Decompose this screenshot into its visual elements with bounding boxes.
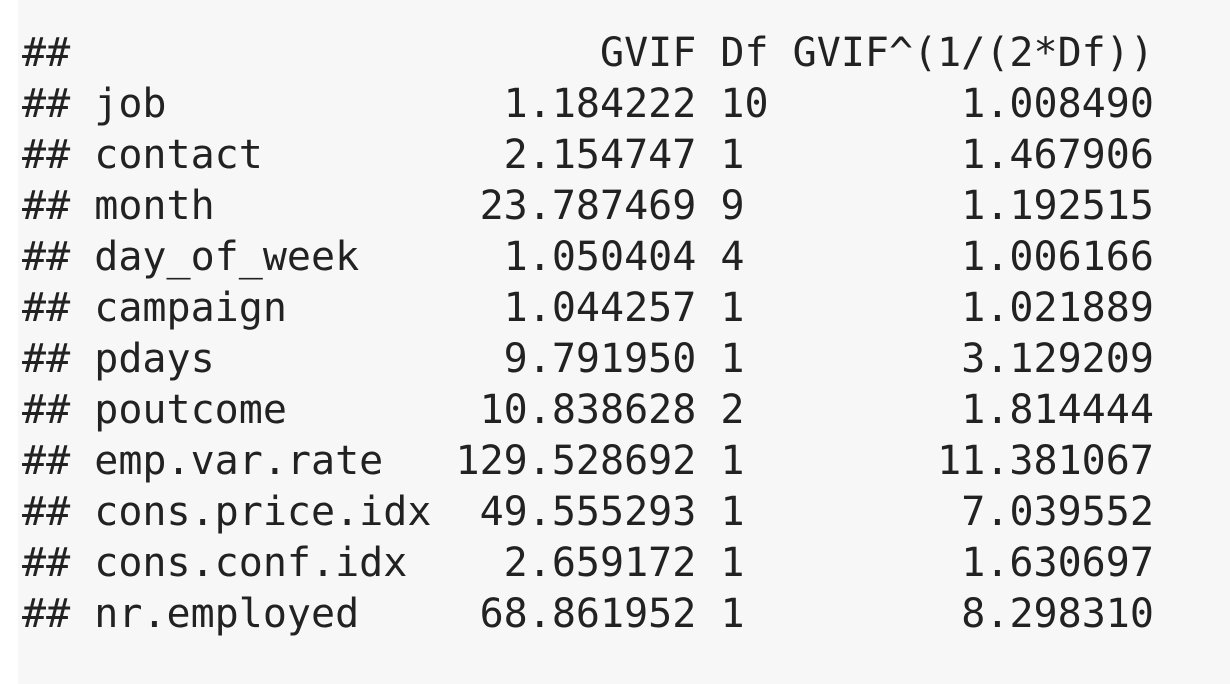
comment-prefix: ## bbox=[22, 132, 71, 178]
row-df-value: 10 bbox=[720, 81, 769, 127]
row-df-value: 9 bbox=[720, 183, 745, 229]
comment-prefix: ## bbox=[22, 183, 71, 229]
table-row: ## poutcome 10.838628 2 1.814444 bbox=[22, 385, 1154, 436]
comment-prefix: ## bbox=[22, 387, 71, 433]
table-row: ## job 1.184222 10 1.008490 bbox=[22, 79, 1154, 130]
row-variable-name: day_of_week bbox=[94, 234, 360, 280]
comment-prefix: ## bbox=[22, 234, 71, 280]
row-variable-name: poutcome bbox=[94, 387, 287, 433]
row-gvif-value: 2.154747 bbox=[503, 132, 697, 178]
row-gvif-value: 1.044257 bbox=[503, 285, 697, 331]
row-gvif-adjusted-value: 3.129209 bbox=[961, 336, 1154, 382]
comment-prefix: ## bbox=[22, 540, 71, 586]
row-variable-name: campaign bbox=[94, 285, 287, 331]
r-output-block: ## GVIF Df GVIF^(1/(2*Df)) ## job 1.18422… bbox=[18, 0, 1230, 684]
row-gvif-adjusted-value: 1.192515 bbox=[961, 183, 1154, 229]
table-row: ## nr.employed 68.861952 1 8.298310 bbox=[22, 589, 1154, 640]
table-row: ## campaign 1.044257 1 1.021889 bbox=[22, 283, 1154, 334]
row-df-value: 1 bbox=[720, 336, 745, 382]
table-row: ## month 23.787469 9 1.192515 bbox=[22, 181, 1154, 232]
row-gvif-value: 49.555293 bbox=[479, 489, 697, 535]
table-row: ## cons.conf.idx 2.659172 1 1.630697 bbox=[22, 538, 1154, 589]
row-df-value: 1 bbox=[720, 438, 745, 484]
row-gvif-value: 68.861952 bbox=[479, 591, 697, 637]
comment-prefix: ## bbox=[22, 285, 71, 331]
comment-prefix: ## bbox=[22, 30, 71, 76]
row-df-value: 2 bbox=[720, 387, 745, 433]
row-df-value: 1 bbox=[720, 132, 745, 178]
vif-table-output: ## GVIF Df GVIF^(1/(2*Df)) ## job 1.18422… bbox=[22, 28, 1154, 640]
row-gvif-value: 1.184222 bbox=[503, 81, 697, 127]
row-df-value: 1 bbox=[720, 540, 745, 586]
row-gvif-adjusted-value: 7.039552 bbox=[961, 489, 1154, 535]
table-row: ## contact 2.154747 1 1.467906 bbox=[22, 130, 1154, 181]
row-gvif-adjusted-value: 1.021889 bbox=[961, 285, 1154, 331]
row-variable-name: contact bbox=[94, 132, 263, 178]
column-header-df: Df bbox=[720, 30, 769, 76]
row-df-value: 1 bbox=[720, 489, 745, 535]
row-gvif-value: 9.791950 bbox=[503, 336, 697, 382]
row-gvif-adjusted-value: 1.008490 bbox=[961, 81, 1154, 127]
comment-prefix: ## bbox=[22, 489, 71, 535]
row-gvif-adjusted-value: 1.814444 bbox=[961, 387, 1154, 433]
row-variable-name: cons.conf.idx bbox=[94, 540, 408, 586]
row-gvif-adjusted-value: 11.381067 bbox=[937, 438, 1154, 484]
comment-prefix: ## bbox=[22, 591, 71, 637]
table-row: ## day_of_week 1.050404 4 1.006166 bbox=[22, 232, 1154, 283]
row-df-value: 4 bbox=[720, 234, 745, 280]
table-row: ## emp.var.rate 129.528692 1 11.381067 bbox=[22, 436, 1154, 487]
table-row: ## cons.price.idx 49.555293 1 7.039552 bbox=[22, 487, 1154, 538]
table-row: ## pdays 9.791950 1 3.129209 bbox=[22, 334, 1154, 385]
row-gvif-value: 23.787469 bbox=[479, 183, 697, 229]
row-gvif-adjusted-value: 1.467906 bbox=[961, 132, 1154, 178]
row-gvif-value: 1.050404 bbox=[503, 234, 697, 280]
column-header-gvif-adjusted: GVIF^(1/(2*Df)) bbox=[792, 30, 1154, 76]
row-variable-name: pdays bbox=[94, 336, 215, 382]
comment-prefix: ## bbox=[22, 438, 71, 484]
row-df-value: 1 bbox=[720, 285, 745, 331]
row-gvif-adjusted-value: 1.006166 bbox=[961, 234, 1154, 280]
row-variable-name: nr.employed bbox=[94, 591, 360, 637]
row-gvif-adjusted-value: 1.630697 bbox=[961, 540, 1154, 586]
row-variable-name: month bbox=[94, 183, 215, 229]
header-row: ## GVIF Df GVIF^(1/(2*Df)) bbox=[22, 28, 1154, 79]
row-gvif-value: 129.528692 bbox=[455, 438, 697, 484]
comment-prefix: ## bbox=[22, 336, 71, 382]
row-gvif-value: 10.838628 bbox=[479, 387, 697, 433]
row-gvif-adjusted-value: 8.298310 bbox=[961, 591, 1154, 637]
row-gvif-value: 2.659172 bbox=[503, 540, 697, 586]
row-df-value: 1 bbox=[720, 591, 745, 637]
row-variable-name: cons.price.idx bbox=[94, 489, 432, 535]
comment-prefix: ## bbox=[22, 81, 71, 127]
column-header-gvif: GVIF bbox=[599, 30, 697, 76]
row-variable-name: emp.var.rate bbox=[94, 438, 384, 484]
row-variable-name: job bbox=[94, 81, 167, 127]
